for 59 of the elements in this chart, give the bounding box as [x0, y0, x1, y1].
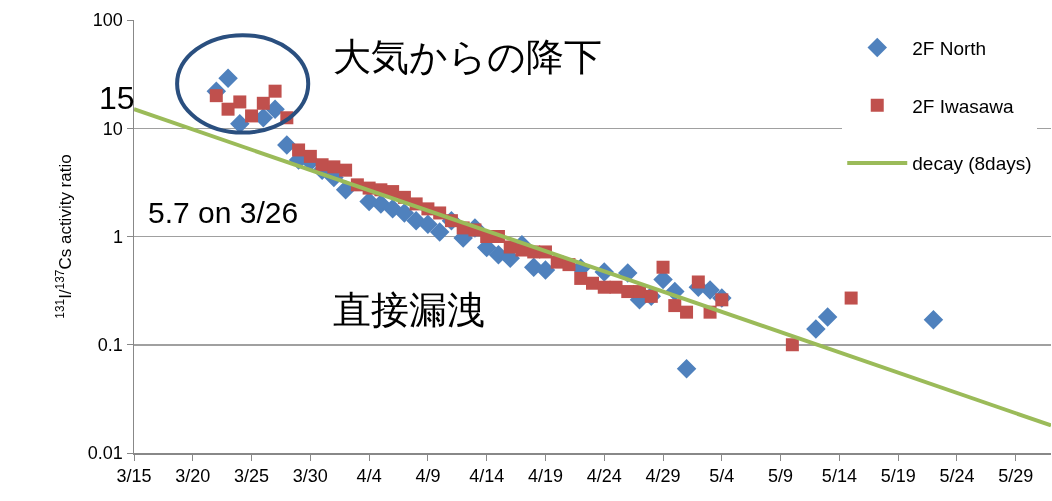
x-tick-label: 5/14	[821, 466, 857, 487]
x-tick-label: 5/29	[998, 466, 1034, 487]
point	[923, 310, 944, 330]
point	[574, 271, 588, 285]
x-tick-label: 5/19	[880, 466, 916, 487]
x-tick-label: 5/9	[768, 466, 794, 487]
annotation: 大気からの降下	[333, 36, 602, 78]
x-tick-label: 4/29	[645, 466, 681, 487]
point	[339, 163, 353, 177]
point	[221, 102, 235, 116]
annotation: 15	[99, 80, 135, 116]
point	[230, 114, 250, 134]
point	[303, 149, 317, 163]
point	[429, 222, 450, 242]
point	[656, 260, 670, 274]
point	[586, 276, 599, 290]
y-tick-label: 0.01	[87, 443, 123, 464]
point	[817, 307, 838, 327]
point	[785, 338, 799, 352]
y-tick-label: 10	[102, 118, 123, 139]
legend-label: 2F North	[912, 37, 987, 59]
x-tick-label: 4/4	[356, 466, 382, 487]
point	[691, 275, 705, 289]
x-tick-label: 4/9	[415, 466, 441, 487]
legend-label: 2F Iwasawa	[912, 95, 1015, 117]
point	[245, 109, 259, 123]
point	[268, 84, 282, 98]
legend-label: decay (8days)	[912, 153, 1032, 175]
point	[394, 203, 415, 223]
point	[621, 285, 635, 299]
point	[418, 214, 438, 234]
annotation: 直接漏洩	[333, 289, 485, 331]
x-tick-label: 4/24	[586, 466, 622, 487]
point	[806, 319, 826, 339]
point	[233, 95, 247, 109]
point	[668, 299, 682, 313]
x-tick-label: 3/25	[234, 466, 270, 487]
point	[327, 160, 341, 174]
point	[700, 280, 720, 300]
point	[209, 89, 223, 103]
x-tick-label: 5/4	[709, 466, 735, 487]
point	[218, 68, 238, 88]
point	[676, 359, 697, 379]
x-tick-label: 5/24	[939, 466, 975, 487]
x-tick-label: 4/19	[527, 466, 563, 487]
point	[535, 260, 556, 280]
point	[597, 280, 611, 294]
point	[292, 143, 306, 157]
y-tick-label: 100	[92, 10, 123, 31]
y-tick-label: 0.1	[97, 335, 123, 356]
x-tick-label: 3/20	[175, 466, 211, 487]
point	[256, 96, 270, 110]
x-tick-label: 3/15	[116, 466, 152, 487]
x-tick-label: 3/30	[292, 466, 328, 487]
point	[844, 291, 858, 305]
point	[680, 305, 694, 319]
annotation: 5.7 on 3/26	[148, 196, 299, 229]
x-tick-label: 4/14	[469, 466, 505, 487]
y-tick-label: 1	[112, 226, 123, 247]
